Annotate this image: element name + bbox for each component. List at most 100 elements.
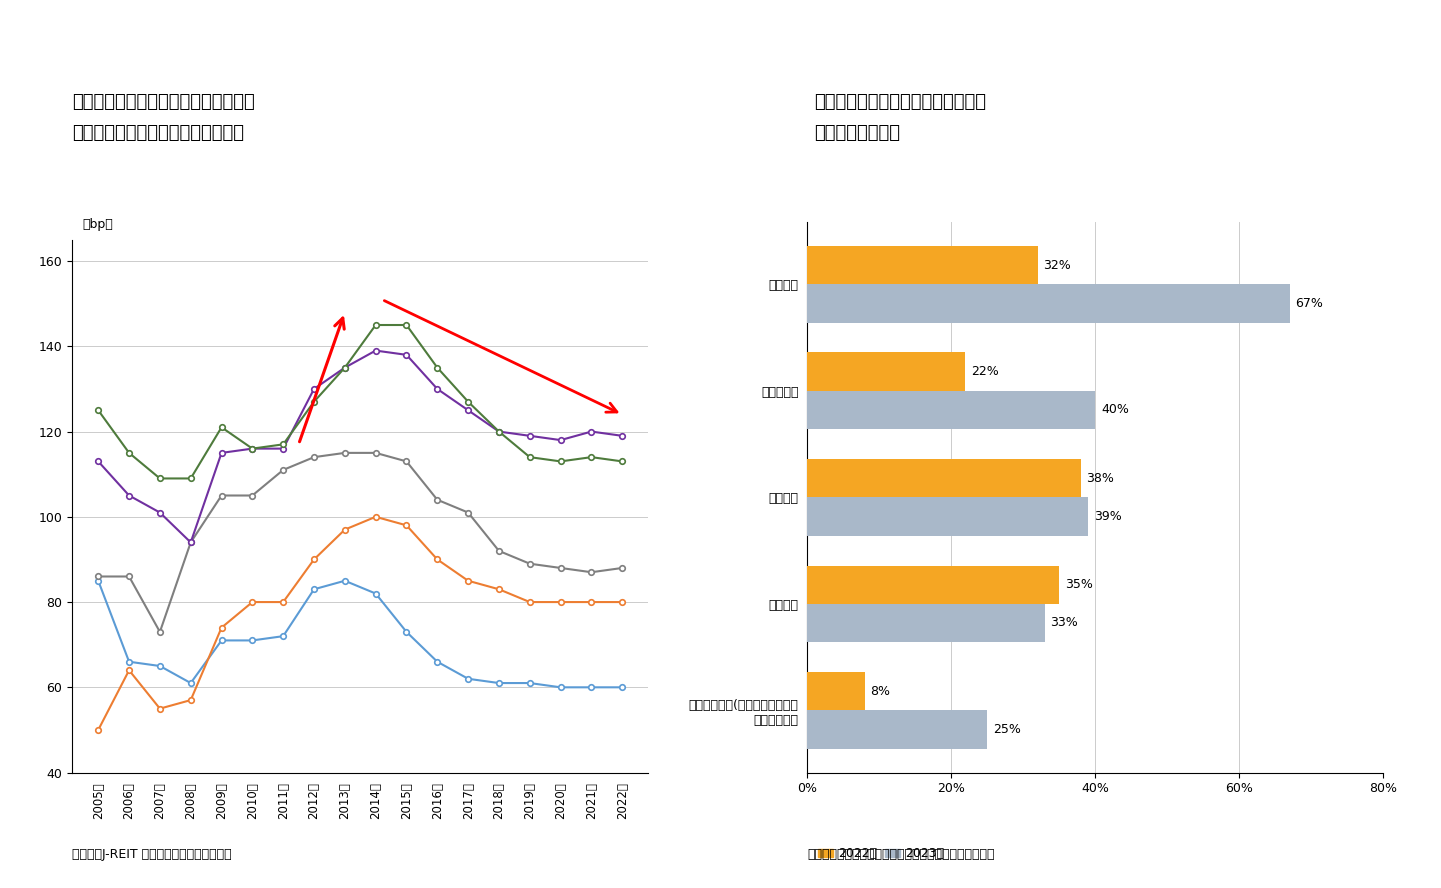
名古屋市 [614, 597, 631, 607]
福岡市 [460, 507, 477, 518]
Bar [807, 284, 1290, 322]
Text: （出所）J-REIT の開示データをもとに推計: （出所）J-REIT の開示データをもとに推計 [72, 848, 232, 861]
Legend: 2022年, 2023年: 2022年, 2023年 [813, 843, 950, 866]
名古屋市 [552, 597, 569, 607]
大阪市 [151, 661, 169, 671]
札幌市 [460, 405, 477, 416]
Bar [807, 604, 1045, 642]
札幌市 [244, 443, 261, 454]
大阪市 [398, 627, 415, 638]
Text: 35%: 35% [1065, 578, 1092, 591]
札幌市 [89, 456, 107, 467]
札幌市 [582, 426, 599, 437]
大阪市 [305, 584, 323, 595]
大阪市 [522, 678, 539, 688]
Text: 8%: 8% [870, 685, 891, 698]
福岡市 [428, 495, 445, 505]
大阪市 [460, 673, 477, 684]
仙台市 [213, 422, 231, 432]
Bar [807, 459, 1081, 497]
仙台市 [151, 473, 169, 484]
福岡市 [582, 567, 599, 577]
福岡市 [552, 563, 569, 574]
仙台市 [182, 473, 199, 484]
Bar [807, 353, 965, 391]
大阪市 [213, 635, 231, 646]
福岡市 [398, 456, 415, 467]
仙台市 [367, 320, 385, 330]
大阪市 [614, 682, 631, 693]
福岡市 [490, 545, 507, 556]
福岡市 [336, 448, 353, 458]
Text: 図表２：東京中心部と地方主要都市の: 図表２：東京中心部と地方主要都市の [72, 93, 255, 111]
福岡市 [89, 571, 107, 582]
大阪市 [89, 575, 107, 586]
Line: 名古屋市: 名古屋市 [95, 514, 625, 733]
名古屋市 [182, 694, 199, 705]
仙台市 [582, 452, 599, 463]
仙台市 [275, 439, 293, 449]
福岡市 [614, 563, 631, 574]
福岡市 [121, 571, 138, 582]
札幌市 [614, 431, 631, 441]
仙台市 [305, 396, 323, 407]
Line: 札幌市: 札幌市 [95, 348, 625, 545]
札幌市 [182, 537, 199, 548]
Bar [807, 391, 1095, 429]
名古屋市 [151, 703, 169, 714]
大阪市 [182, 678, 199, 688]
仙台市 [428, 362, 445, 373]
Bar [807, 566, 1059, 604]
札幌市 [490, 426, 507, 437]
札幌市 [151, 507, 169, 518]
Bar [807, 710, 987, 749]
大阪市 [336, 575, 353, 586]
名古屋市 [490, 584, 507, 595]
名古屋市 [305, 554, 323, 565]
Text: （bp）: （bp） [82, 218, 114, 231]
大阪市 [490, 678, 507, 688]
Text: 38%: 38% [1087, 472, 1114, 485]
Text: 22%: 22% [971, 365, 999, 378]
福岡市 [305, 452, 323, 463]
名古屋市 [367, 511, 385, 522]
名古屋市 [428, 554, 445, 565]
札幌市 [213, 448, 231, 458]
大阪市 [121, 656, 138, 667]
仙台市 [552, 456, 569, 467]
Bar [807, 672, 865, 710]
福岡市 [522, 559, 539, 569]
名古屋市 [244, 597, 261, 607]
仙台市 [89, 405, 107, 416]
Bar [807, 497, 1088, 535]
札幌市 [367, 345, 385, 356]
福岡市 [182, 537, 199, 548]
仙台市 [398, 320, 415, 330]
名古屋市 [336, 524, 353, 535]
名古屋市 [398, 520, 415, 531]
札幌市 [552, 435, 569, 446]
大阪市 [244, 635, 261, 646]
名古屋市 [121, 665, 138, 676]
福岡市 [275, 464, 293, 475]
仙台市 [522, 452, 539, 463]
Line: 大阪市: 大阪市 [95, 578, 625, 690]
Text: 39%: 39% [1094, 510, 1121, 523]
福岡市 [151, 627, 169, 638]
福岡市 [244, 490, 261, 501]
名古屋市 [460, 575, 477, 586]
Line: 仙台市: 仙台市 [95, 322, 625, 481]
名古屋市 [582, 597, 599, 607]
仙台市 [121, 448, 138, 458]
札幌市 [428, 384, 445, 394]
Text: 25%: 25% [993, 723, 1020, 736]
仙台市 [490, 426, 507, 437]
Text: 図表３：不動産投資市場への影響が: 図表３：不動産投資市場への影響が [814, 93, 986, 111]
福岡市 [213, 490, 231, 501]
Line: 福岡市: 福岡市 [95, 450, 625, 635]
大阪市 [275, 630, 293, 641]
名古屋市 [275, 597, 293, 607]
Text: 67%: 67% [1295, 297, 1323, 310]
仙台市 [336, 362, 353, 373]
Text: 32%: 32% [1043, 258, 1071, 272]
